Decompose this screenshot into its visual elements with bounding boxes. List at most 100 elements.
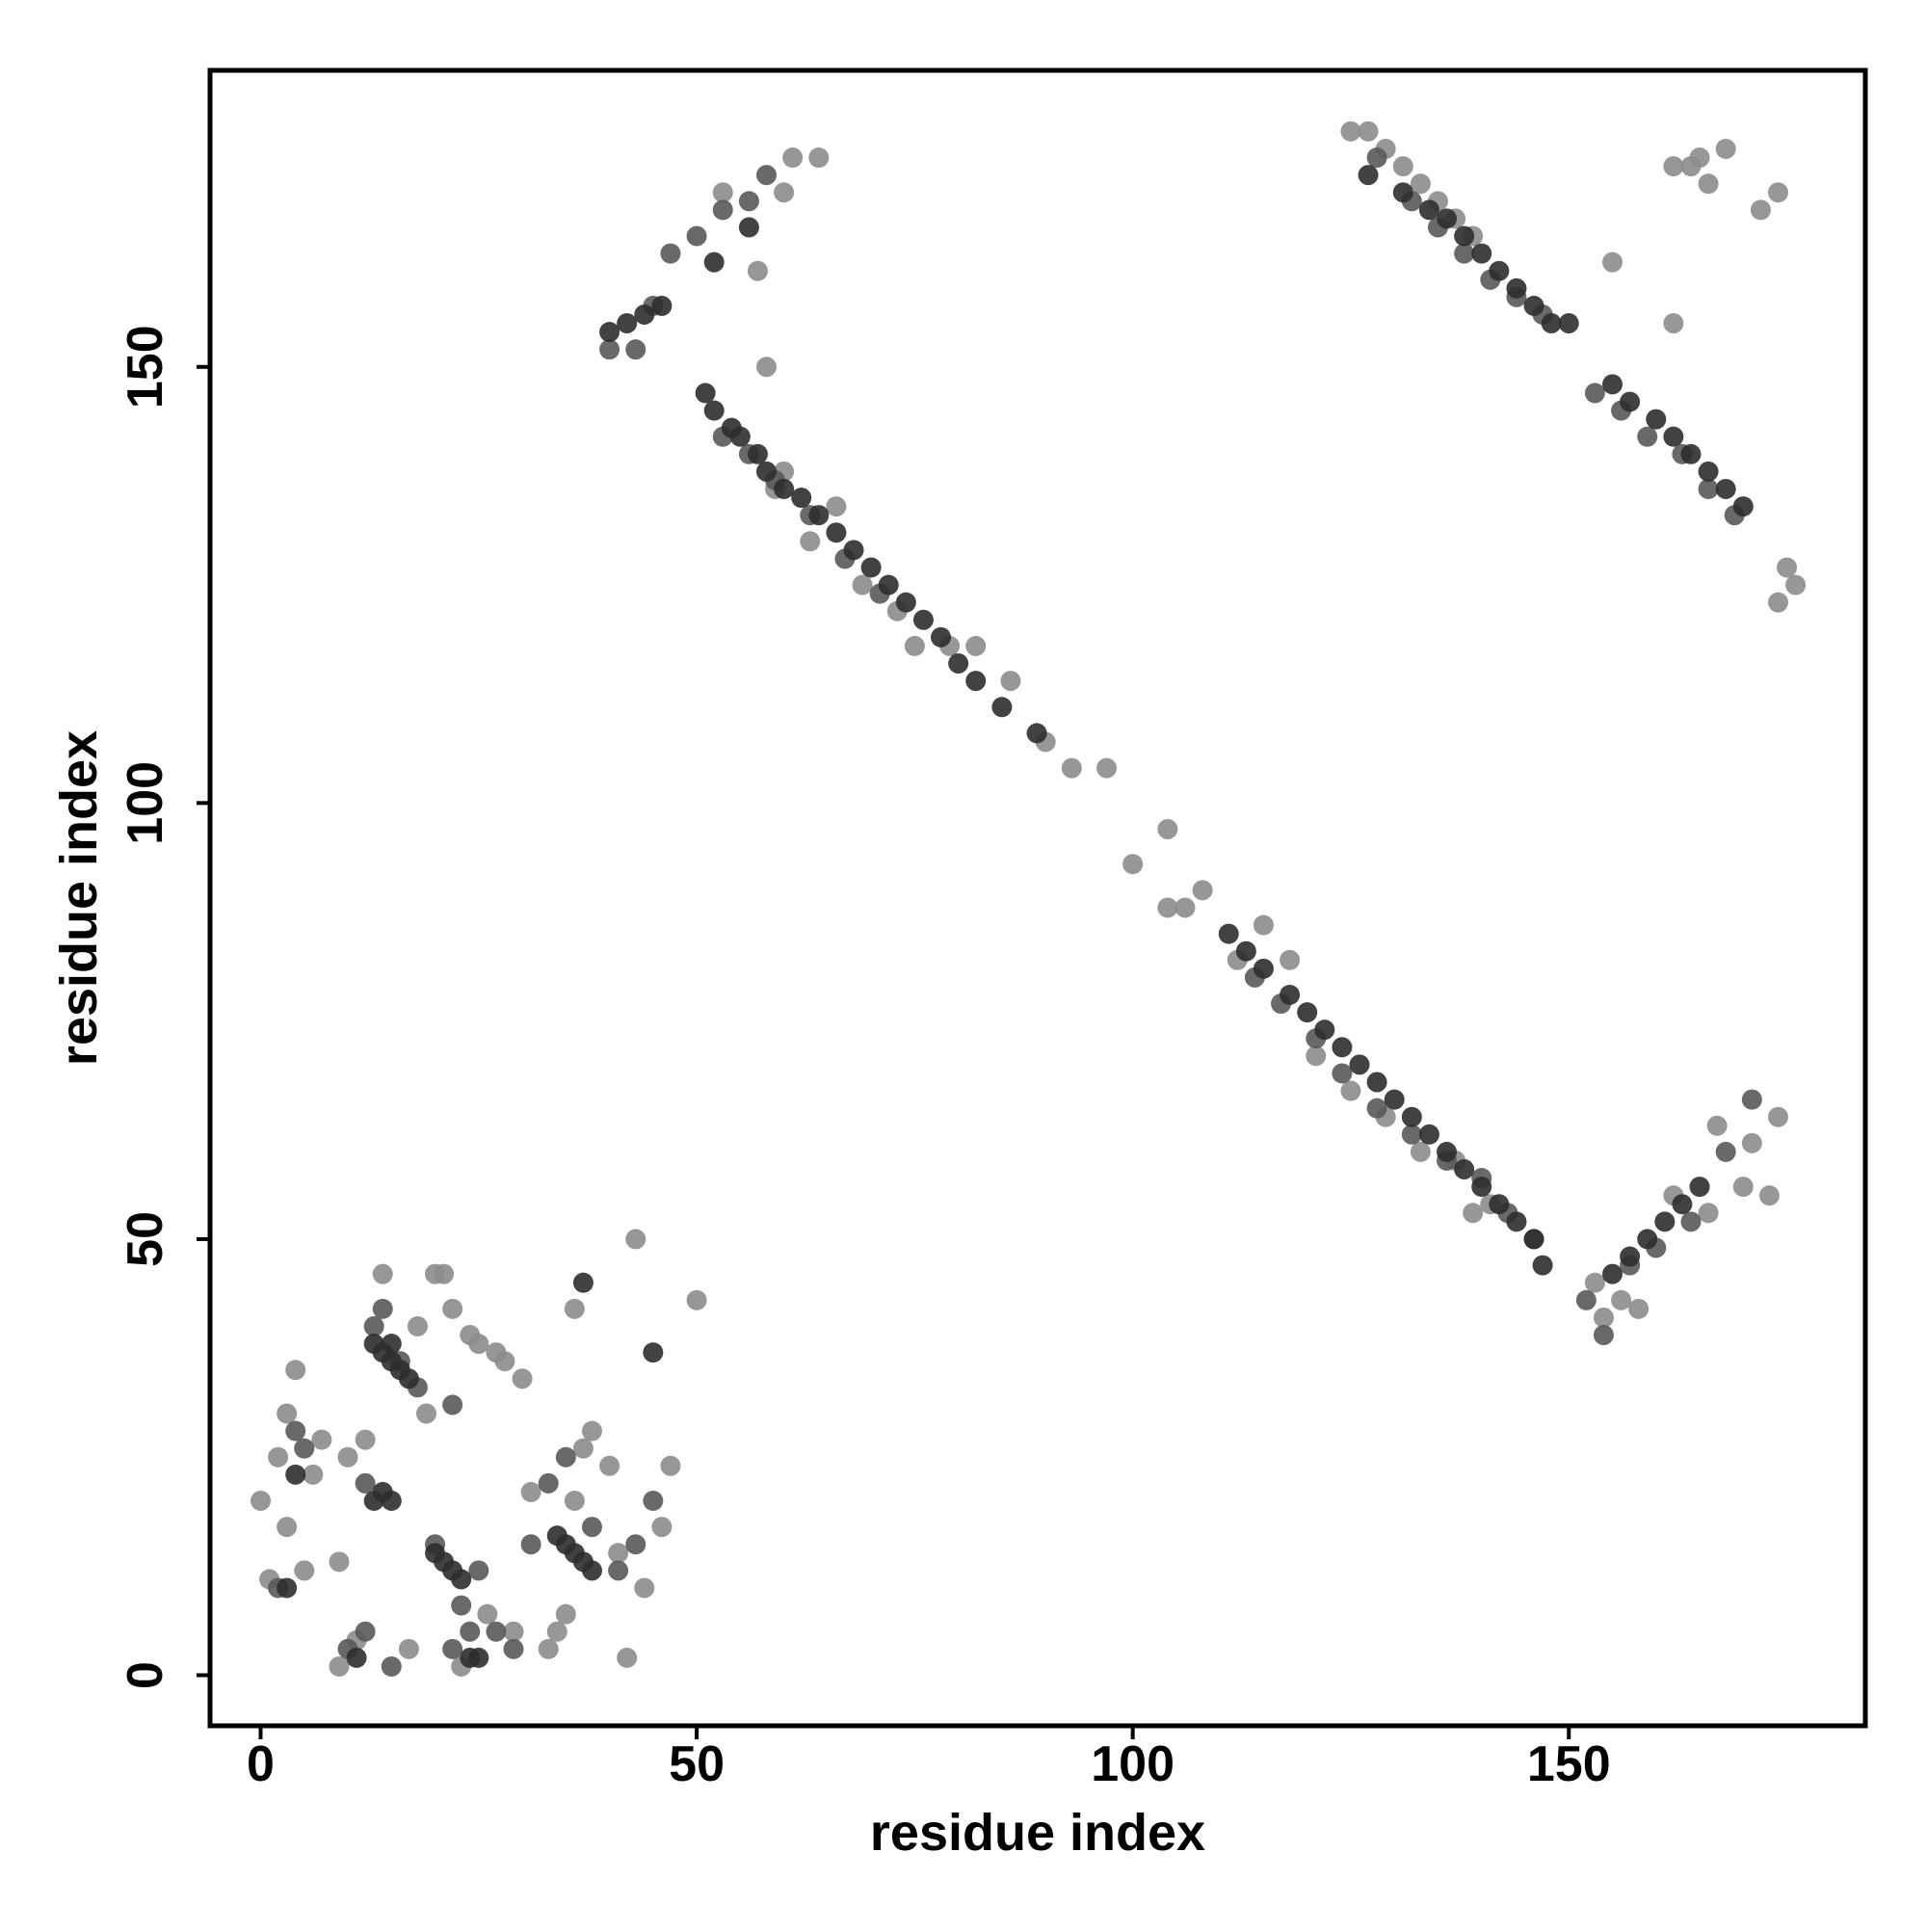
- point: [729, 426, 751, 447]
- point: [991, 697, 1013, 718]
- point: [1672, 1194, 1693, 1215]
- point: [1541, 312, 1562, 333]
- point: [1620, 391, 1641, 412]
- point: [538, 1638, 559, 1659]
- point: [546, 1621, 568, 1642]
- point: [617, 312, 638, 333]
- point: [1715, 138, 1736, 159]
- point: [791, 488, 812, 509]
- point: [538, 1472, 559, 1494]
- point: [625, 339, 647, 360]
- point: [1593, 1324, 1614, 1345]
- y-axis-title: residue index: [50, 730, 108, 1066]
- point: [1602, 251, 1623, 273]
- point: [277, 1403, 298, 1424]
- point: [503, 1638, 524, 1659]
- point: [860, 557, 882, 578]
- point: [1157, 897, 1178, 918]
- point: [904, 635, 925, 656]
- point: [634, 1577, 655, 1599]
- point: [1332, 1063, 1353, 1084]
- point: [1593, 1307, 1614, 1328]
- point: [1523, 1229, 1544, 1250]
- point: [1706, 1115, 1728, 1136]
- point: [1471, 243, 1492, 264]
- point: [1437, 208, 1458, 229]
- point: [1253, 914, 1274, 936]
- point: [1366, 1072, 1387, 1093]
- point: [555, 1446, 576, 1468]
- point: [1454, 225, 1475, 247]
- point: [634, 304, 655, 325]
- point: [660, 1455, 681, 1476]
- point: [747, 443, 768, 464]
- point: [1000, 671, 1021, 692]
- point: [703, 251, 725, 273]
- point: [1410, 173, 1431, 195]
- point: [442, 1298, 463, 1319]
- point: [277, 1517, 298, 1538]
- point: [329, 1655, 350, 1677]
- point: [451, 1595, 472, 1616]
- point: [1767, 592, 1788, 613]
- point: [355, 1621, 376, 1642]
- point: [1689, 147, 1710, 169]
- x-axis-title: residue index: [870, 1804, 1205, 1862]
- point: [355, 1472, 376, 1494]
- point: [1741, 1132, 1762, 1153]
- point: [277, 1577, 298, 1599]
- point: [808, 505, 830, 526]
- point: [1489, 1194, 1510, 1215]
- point: [1418, 1124, 1439, 1145]
- point: [581, 1420, 602, 1442]
- point: [294, 1438, 315, 1459]
- point: [1680, 1211, 1702, 1232]
- point: [581, 1560, 602, 1581]
- point: [285, 1420, 306, 1442]
- point: [1340, 1080, 1361, 1101]
- y-tick-label: 150: [118, 325, 173, 409]
- point: [442, 1394, 463, 1416]
- point: [895, 592, 916, 613]
- point: [1680, 443, 1702, 464]
- point: [363, 1315, 384, 1337]
- point: [948, 653, 969, 675]
- point: [1297, 1002, 1318, 1023]
- y-tick-label: 100: [118, 761, 173, 845]
- point: [1096, 757, 1118, 779]
- point: [285, 1464, 306, 1485]
- point: [1418, 199, 1439, 221]
- x-tick-label: 150: [1527, 1736, 1611, 1792]
- point: [1785, 574, 1807, 595]
- point: [520, 1534, 541, 1555]
- point: [1358, 120, 1379, 142]
- point: [503, 1621, 524, 1642]
- x-tick-label: 100: [1091, 1736, 1175, 1792]
- point: [1611, 1289, 1632, 1310]
- point: [311, 1429, 332, 1450]
- point: [294, 1560, 315, 1581]
- point: [852, 574, 873, 595]
- point: [1767, 1106, 1788, 1127]
- point: [1750, 199, 1771, 221]
- point: [651, 295, 673, 316]
- point: [415, 1403, 436, 1424]
- point: [381, 1655, 402, 1677]
- point: [1471, 1177, 1492, 1198]
- point: [1698, 478, 1719, 499]
- point: [695, 383, 716, 404]
- point: [1218, 923, 1239, 944]
- point: [381, 1490, 402, 1511]
- point: [1575, 1289, 1597, 1310]
- point: [1663, 156, 1684, 177]
- point: [703, 400, 725, 421]
- point: [1558, 312, 1579, 333]
- point: [303, 1464, 324, 1485]
- point: [826, 496, 847, 517]
- point: [494, 1351, 515, 1372]
- point: [1663, 312, 1684, 333]
- point: [1026, 723, 1047, 744]
- point: [1314, 1019, 1335, 1041]
- point: [774, 182, 795, 203]
- x-tick-label: 0: [247, 1736, 275, 1792]
